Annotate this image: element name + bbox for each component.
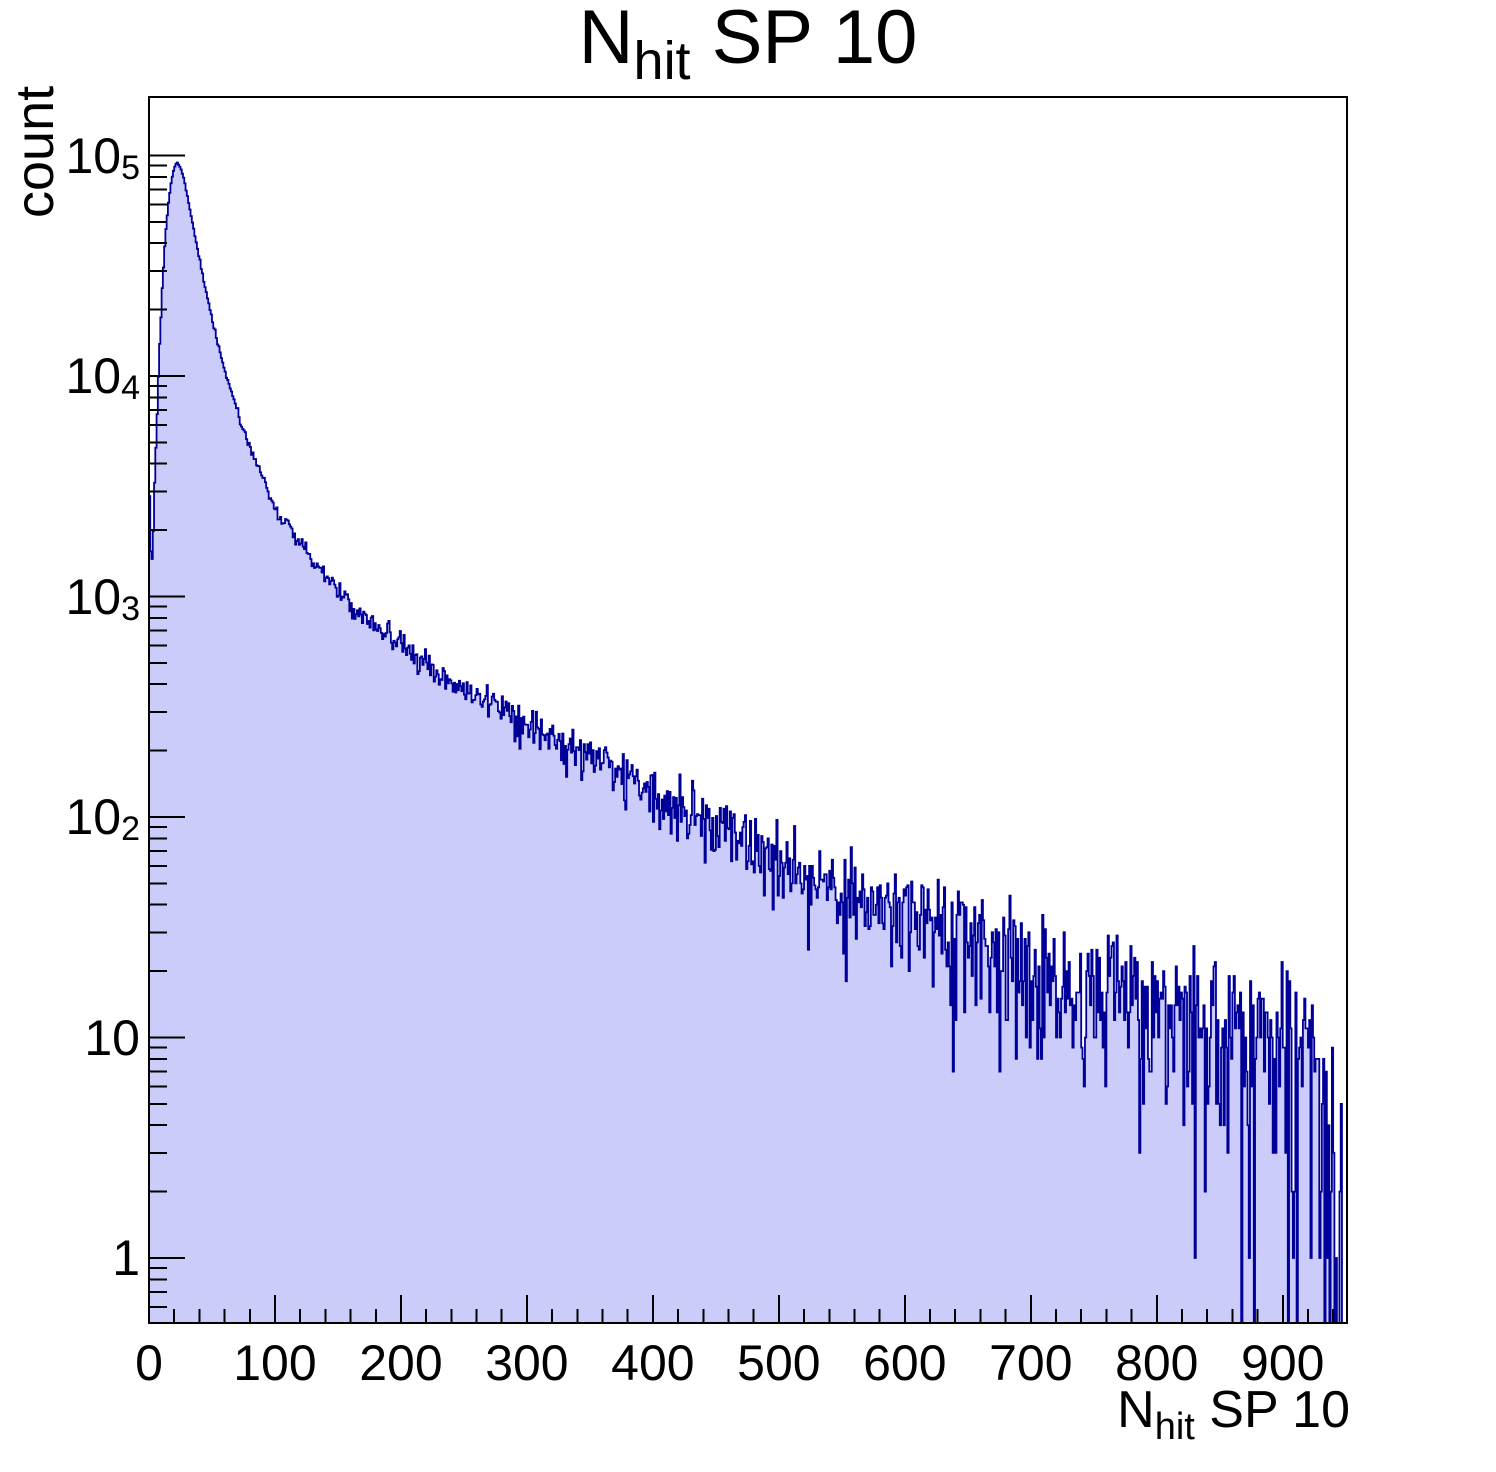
x-tick-label: 500 (737, 1335, 821, 1391)
plot-title-suffix: SP 10 (690, 0, 918, 80)
x-axis-title-main: N (1117, 1381, 1155, 1439)
x-tick-label: 300 (485, 1335, 569, 1391)
x-tick-label: 200 (359, 1335, 443, 1391)
x-tick-label: 100 (233, 1335, 317, 1391)
plot-title-subscript: hit (633, 31, 691, 91)
y-tick-label: 10 (84, 1009, 140, 1066)
histogram-outline (148, 161, 1347, 1324)
x-tick-label: 800 (1115, 1335, 1199, 1391)
x-tick-label: 600 (863, 1335, 947, 1391)
x-axis-title-subscript: hit (1154, 1406, 1195, 1448)
y-tick-label: 104 (65, 348, 140, 407)
y-tick-label: 105 (65, 127, 140, 187)
y-tick-label: 103 (65, 568, 140, 628)
x-tick-label: 700 (989, 1335, 1073, 1391)
x-tick-label: 900 (1241, 1335, 1325, 1391)
x-tick-label: 400 (611, 1335, 695, 1391)
plot-title: Nhit SP 10 (578, 0, 918, 91)
y-tick-label: 102 (65, 789, 140, 848)
plot-frame (148, 96, 1348, 1324)
histogram-fill (149, 162, 1347, 1324)
x-axis-title-suffix: SP 10 (1194, 1381, 1350, 1439)
x-axis-title: Nhit SP 10 (1117, 1381, 1350, 1448)
x-tick-label: 0 (135, 1335, 163, 1391)
y-tick-label: 1 (112, 1230, 140, 1286)
plot-title-main: N (578, 0, 634, 80)
